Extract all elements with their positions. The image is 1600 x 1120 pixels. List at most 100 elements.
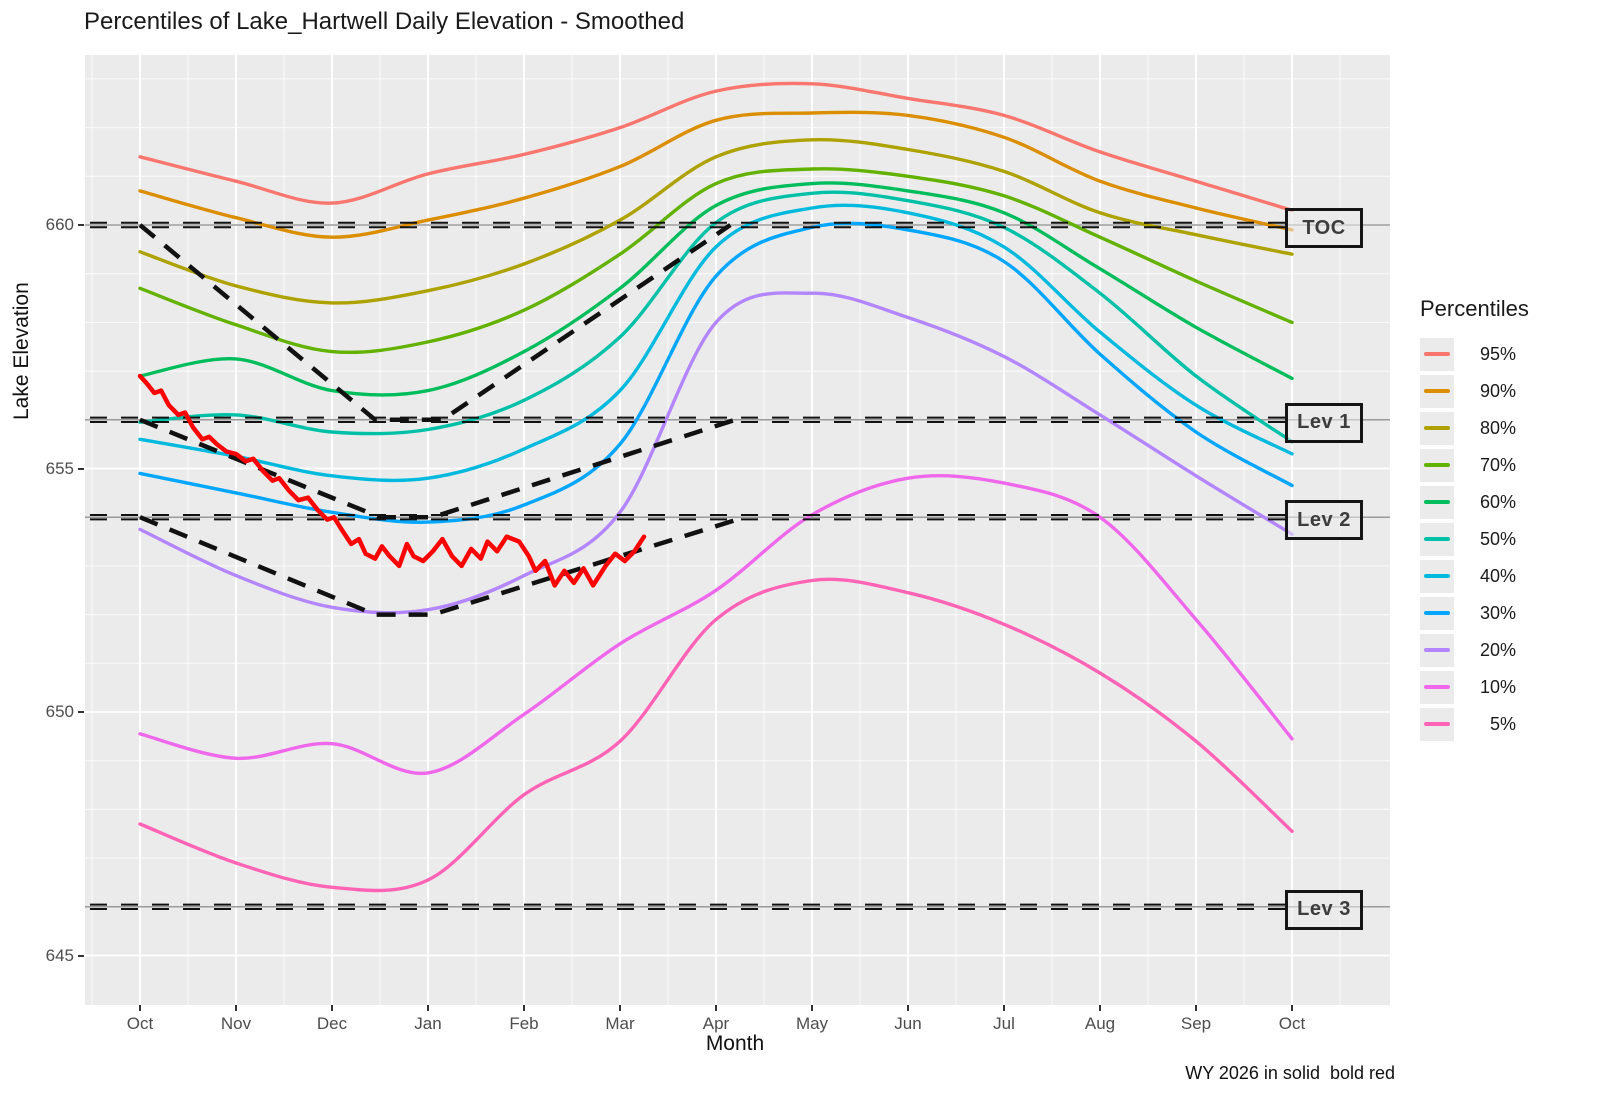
wy2026-line <box>137 373 647 588</box>
legend-key <box>1420 671 1454 704</box>
x-tick-label: Oct <box>1278 1014 1306 1033</box>
percentile-curve-70 <box>138 167 1294 355</box>
legend-key <box>1420 338 1454 371</box>
x-tick-mark <box>715 1005 717 1011</box>
x-tick-mark <box>1099 1005 1101 1011</box>
x-tick-mark <box>235 1005 237 1011</box>
y-tick-mark <box>78 711 84 713</box>
legend-entries: 95% 90% 80% 70% 60% 50% 40% 30% 20% 10% 5% <box>1420 336 1590 743</box>
legend-entry: 60% <box>1420 484 1590 521</box>
percentile-curve-40 <box>138 203 1294 483</box>
legend-entry: 90% <box>1420 373 1590 410</box>
legend-entry-label: 40% <box>1479 566 1516 586</box>
y-tick-label: 655 <box>45 458 74 478</box>
legend-key-line-icon <box>1424 389 1450 393</box>
x-tick-mark <box>331 1005 333 1011</box>
legend-entry: 10% <box>1420 669 1590 706</box>
legend-entry: 80% <box>1420 410 1590 447</box>
y-axis-title: Lake Elevation <box>10 282 33 420</box>
legend-key-line-icon <box>1424 648 1450 652</box>
legend-entry: 5% <box>1420 706 1590 743</box>
x-tick-label: Aug <box>1084 1014 1116 1033</box>
legend-entry-label: 10% <box>1479 677 1516 697</box>
legend-key-line-icon <box>1424 463 1450 467</box>
caption-note: WY 2026 in solid bold red <box>1185 1063 1395 1083</box>
y-tick-label: 650 <box>45 702 74 721</box>
legend-key-line-icon <box>1424 500 1450 504</box>
legend-entry: 70% <box>1420 447 1590 484</box>
percentile-curve-10 <box>138 474 1294 776</box>
x-axis-title: Month <box>705 1032 765 1055</box>
legend-key <box>1420 634 1454 667</box>
legend-entry-label: 90% <box>1479 381 1516 401</box>
percentile-curve-90 <box>138 110 1294 239</box>
legend-entry-label: 80% <box>1479 418 1516 438</box>
x-tick-label: Mar <box>605 1014 635 1033</box>
legend-entry: 50% <box>1420 521 1590 558</box>
y-tick-mark <box>78 467 84 470</box>
legend-key <box>1420 449 1454 482</box>
x-tick-label: Oct <box>126 1014 154 1033</box>
legend-entry-label: 20% <box>1479 640 1516 660</box>
x-tick-mark <box>1291 1005 1293 1011</box>
legend-key-line-icon <box>1424 685 1450 689</box>
legend-entry: 95% <box>1420 336 1590 373</box>
legend-entry: 30% <box>1420 595 1590 632</box>
x-tick-mark <box>619 1005 621 1011</box>
legend-entry-label: 95% <box>1479 344 1516 364</box>
percentile-curve-5 <box>138 577 1294 893</box>
x-tick-mark <box>523 1005 525 1011</box>
percentile-curve-20 <box>138 291 1294 615</box>
legend-key <box>1420 560 1454 593</box>
x-tick-label: Dec <box>316 1014 348 1033</box>
legend-key-line-icon <box>1424 537 1450 541</box>
y-tick-mark <box>78 224 84 226</box>
x-tick-label: Apr <box>702 1014 730 1033</box>
ref-label-lev1: Lev 1 <box>1285 402 1363 443</box>
legend-key <box>1420 523 1454 556</box>
percentile-curve-95 <box>138 81 1294 213</box>
x-tick-label: Feb <box>509 1014 539 1033</box>
legend-entry-label: 30% <box>1479 603 1516 623</box>
legend-key-line-icon <box>1424 426 1450 430</box>
x-tick-mark <box>139 1005 141 1011</box>
legend-key-line-icon <box>1424 722 1450 726</box>
legend-entry-label: 5% <box>1489 714 1516 734</box>
ref-label-lev3: Lev 3 <box>1285 889 1363 930</box>
percentile-curve-60 <box>138 181 1294 397</box>
plot-panel <box>85 55 1390 1005</box>
x-tick-label: Sep <box>1180 1014 1212 1033</box>
x-tick-mark <box>427 1005 429 1011</box>
y-tick-label: 660 <box>45 215 74 234</box>
y-tick-label: 645 <box>45 945 74 965</box>
legend-title: Percentiles <box>1420 296 1529 321</box>
legend-key <box>1420 412 1454 445</box>
legend-entry: 20% <box>1420 632 1590 669</box>
x-tick-mark <box>811 1005 813 1011</box>
guide-curve-toc-seasonal <box>138 223 732 423</box>
legend-entry-label: 60% <box>1479 492 1516 512</box>
percentile-curve-80 <box>138 137 1294 305</box>
legend-key <box>1420 708 1454 741</box>
legend-key <box>1420 375 1454 408</box>
y-tick-mark <box>78 954 84 957</box>
x-tick-label: May <box>795 1014 829 1033</box>
x-tick-label: Jun <box>894 1014 922 1033</box>
x-tick-mark <box>1003 1005 1005 1011</box>
legend-entry-label: 50% <box>1479 529 1516 549</box>
plot-area <box>85 55 1390 1005</box>
legend-entry-label: 70% <box>1479 455 1516 475</box>
ref-label-lev2: Lev 2 <box>1285 500 1363 541</box>
legend-key-line-icon <box>1424 352 1450 356</box>
x-tick-mark <box>1195 1005 1197 1011</box>
legend-entry: 40% <box>1420 558 1590 595</box>
x-tick-mark <box>907 1005 909 1011</box>
legend-key-line-icon <box>1424 574 1450 578</box>
x-tick-label: Jul <box>993 1014 1015 1033</box>
x-tick-label: Nov <box>220 1014 252 1033</box>
x-tick-label: Jan <box>414 1014 442 1033</box>
legend-key-line-icon <box>1424 611 1450 615</box>
legend-key <box>1420 486 1454 519</box>
ref-label-toc: TOC <box>1285 208 1363 248</box>
